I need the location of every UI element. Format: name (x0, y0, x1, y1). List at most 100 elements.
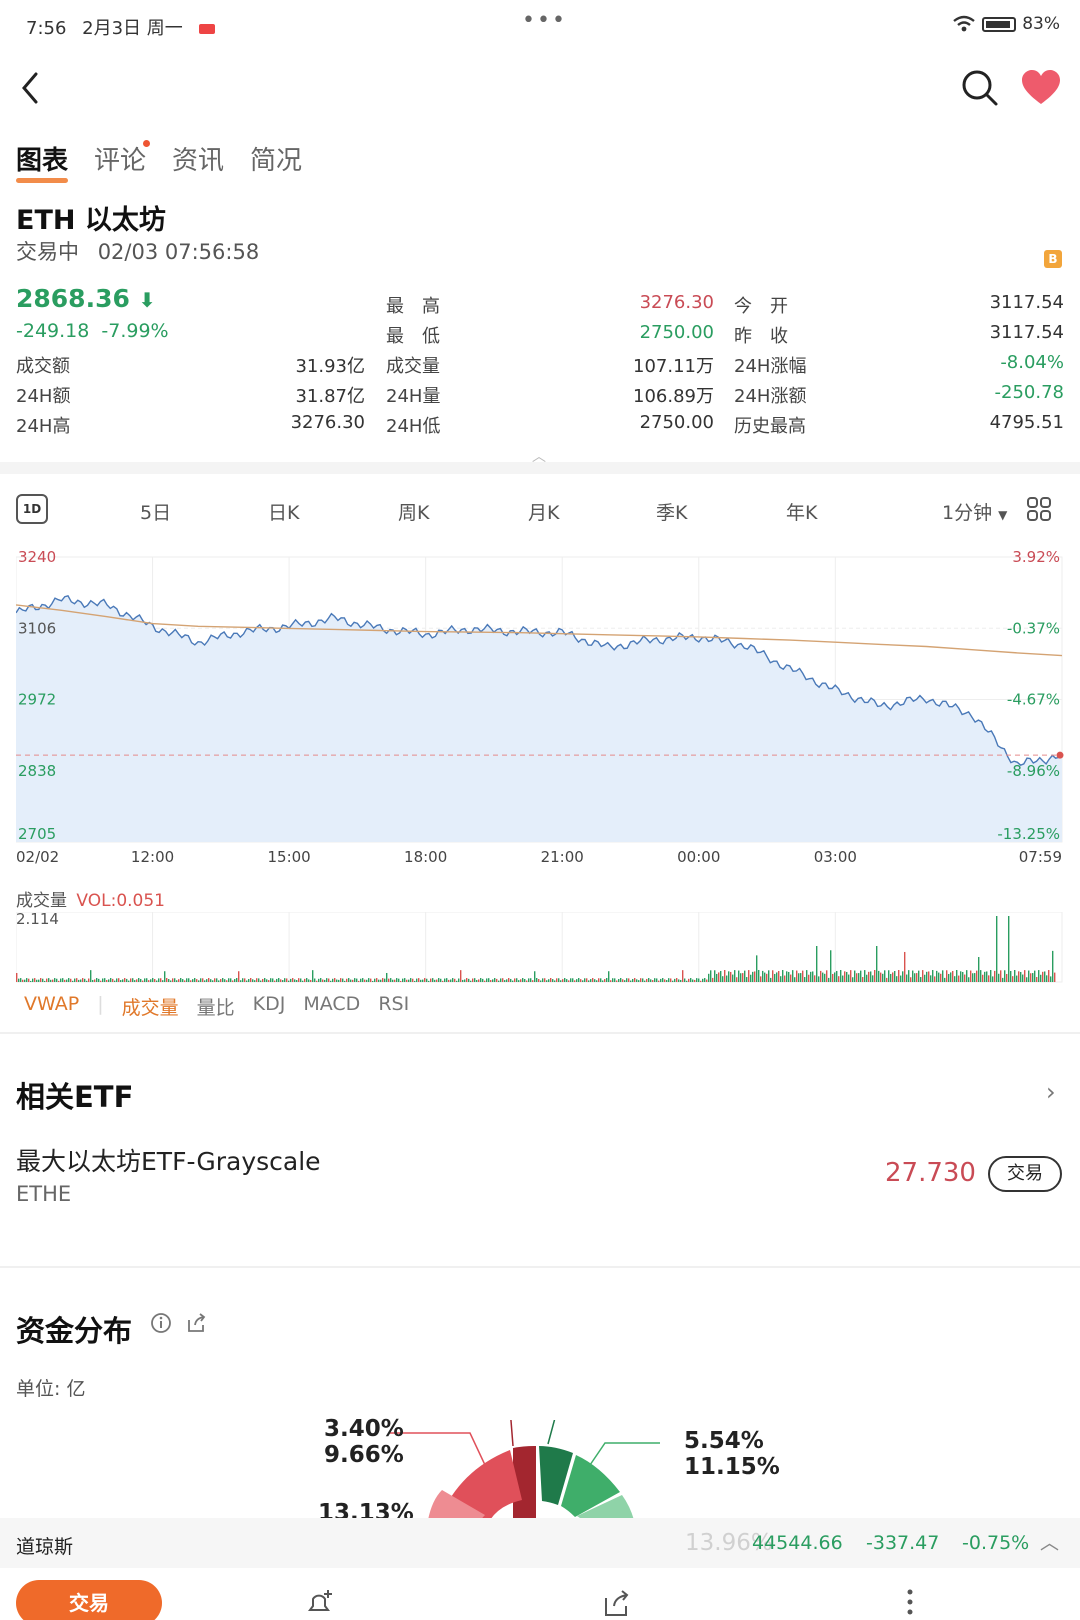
volume-bar (558, 978, 560, 982)
period-minute-dropdown[interactable]: 1分钟 ▼ (942, 502, 1008, 524)
funds-label-left-1: 3.40% (324, 1416, 404, 1442)
period-year-k[interactable]: 年K (786, 502, 818, 524)
volume-bar (216, 978, 218, 982)
indicator-macd[interactable]: MACD (303, 993, 361, 1015)
index-ticker-bar[interactable]: 道琼斯 13.96% 44544.66 -337.47 -0.75% ︿ (0, 1518, 1080, 1568)
more-vertical-icon[interactable] (905, 1588, 915, 1618)
volume-bar (814, 975, 816, 982)
period-5d[interactable]: 5日 (140, 502, 172, 524)
indicator-kdj[interactable]: KDJ (252, 993, 286, 1015)
volume-bar (532, 980, 534, 982)
indicator-volume-ratio[interactable]: 量比 (196, 997, 235, 1019)
volume-bar (118, 978, 120, 982)
stat-value: 31.87亿 (295, 386, 365, 407)
volume-bar (822, 972, 824, 982)
volume-bar (658, 980, 660, 982)
alert-bell-icon[interactable] (304, 1586, 336, 1618)
volume-bar (824, 973, 826, 982)
volume-bar (222, 978, 224, 982)
volume-bar (36, 979, 38, 982)
volume-bar (806, 970, 808, 982)
volume-bar (132, 978, 134, 982)
volume-bar (72, 980, 74, 982)
tab-comments[interactable]: 评论 (94, 140, 151, 181)
ticker-value: 44544.66 (752, 1532, 843, 1554)
indicator-volume[interactable]: 成交量 (121, 997, 179, 1019)
share-icon[interactable] (186, 1312, 208, 1334)
period-quarter-k[interactable]: 季K (656, 502, 688, 524)
volume-bar (304, 978, 306, 982)
vwap-line (16, 604, 1063, 657)
volume-bar (292, 978, 294, 982)
volume-bar (932, 970, 934, 982)
trade-button[interactable]: 交易 (16, 1580, 162, 1620)
volume-bar (458, 978, 460, 982)
period-day-k[interactable]: 日K (268, 502, 300, 524)
volume-bar (812, 971, 814, 982)
volume-bar (838, 976, 840, 982)
indicator-vwap[interactable]: VWAP (24, 993, 80, 1015)
volume-bar (242, 978, 244, 982)
volume-bar (184, 980, 186, 982)
volume-bar (208, 978, 210, 982)
volume-bar (340, 978, 342, 982)
back-icon[interactable] (16, 68, 46, 108)
volume-bar (548, 979, 550, 982)
period-1d[interactable]: 1D (16, 494, 48, 524)
volume-bar (546, 980, 548, 982)
price-chart[interactable]: 3240 3106 2972 2838 2705 3.92% -0.37% -4.67% -8.… (16, 542, 1064, 887)
volume-bar (928, 971, 930, 982)
volume-bar (50, 979, 52, 982)
volume-bar (394, 979, 396, 982)
stat-label: 最 高 (386, 296, 440, 317)
volume-bar (870, 971, 872, 982)
indicator-rsi[interactable]: RSI (378, 993, 410, 1015)
collapse-caret-icon[interactable]: ︿ (532, 449, 546, 465)
volume-bar (746, 977, 748, 982)
volume-bar (718, 972, 720, 982)
volume-bar (504, 980, 506, 982)
volume-bar (124, 978, 126, 982)
volume-bar (612, 978, 614, 982)
tab-overview[interactable]: 简况 (250, 146, 303, 176)
volume-bar (988, 975, 990, 982)
volume-bar (740, 973, 742, 982)
info-icon[interactable] (150, 1312, 172, 1334)
stat-value: 3117.54 (989, 322, 1064, 343)
expand-up-icon[interactable]: ︿ (1040, 1532, 1060, 1554)
volume-bar (880, 972, 882, 982)
volume-bar (706, 979, 708, 982)
volume-bar (584, 978, 586, 982)
etf-name[interactable]: 最大以太坊ETF-Grayscale (16, 1147, 321, 1176)
period-month-k[interactable]: 月K (528, 502, 560, 524)
volume-bar (1044, 971, 1046, 982)
volume-bar (1008, 916, 1010, 982)
volume-bar (170, 980, 172, 982)
volume-bar (372, 980, 374, 982)
period-week-k[interactable]: 周K (398, 502, 430, 524)
volume-bar (696, 978, 698, 982)
volume-bar (700, 980, 702, 982)
favorite-heart-icon[interactable] (1020, 68, 1062, 108)
volume-bar (556, 978, 558, 982)
volume-bar (440, 978, 442, 982)
volume-bar (86, 980, 88, 982)
volume-bar (484, 980, 486, 982)
share-out-icon[interactable] (602, 1588, 632, 1618)
tab-news[interactable]: 资讯 (172, 146, 225, 176)
tab-chart[interactable]: 图表 (16, 140, 69, 183)
volume-bar (938, 972, 940, 982)
chevron-right-icon[interactable]: › (1046, 1078, 1056, 1106)
volume-bar (894, 970, 896, 982)
volume-bar (738, 970, 740, 982)
volume-bar (348, 978, 350, 982)
volume-label: 成交量 (16, 891, 67, 911)
volume-bar (986, 971, 988, 982)
x-tick: 07:59 (1019, 848, 1062, 866)
etf-trade-button[interactable]: 交易 (988, 1156, 1062, 1192)
volume-bar (46, 978, 48, 982)
stat-value: 3276.30 (639, 292, 714, 313)
search-icon[interactable] (960, 68, 1000, 108)
volume-bar (148, 980, 150, 982)
grid-layout-icon[interactable] (1026, 496, 1052, 522)
